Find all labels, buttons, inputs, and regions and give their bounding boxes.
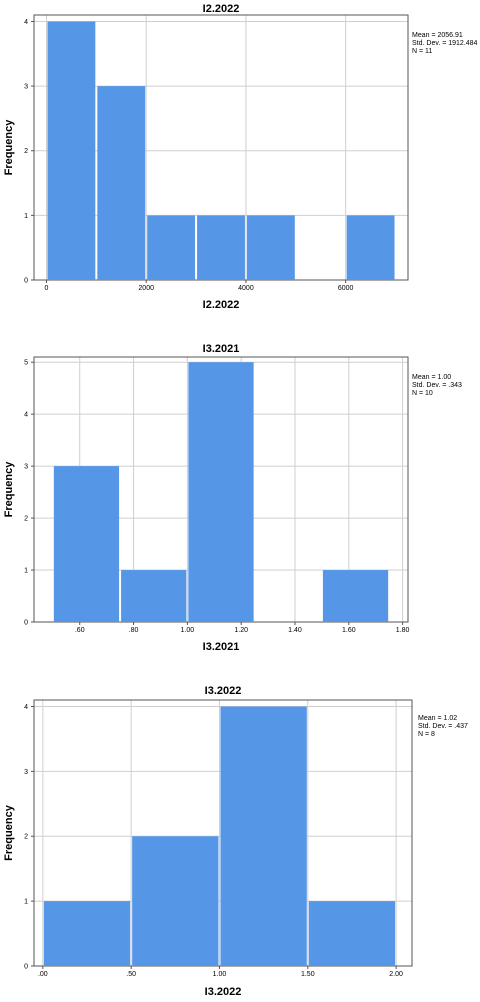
x-tick-label: .60 [75, 627, 85, 634]
x-tick-label: 6000 [338, 285, 354, 292]
histogram-bar [197, 215, 245, 280]
stats-line: Std. Dev. = .343 [412, 382, 462, 389]
y-axis-label: Frequency [3, 461, 15, 518]
y-tick-label: 5 [24, 360, 28, 367]
histogram-bar [47, 21, 96, 281]
x-tick-label: 4000 [238, 285, 254, 292]
histogram-panel-1: 0 1 2 3 4 0 2000 4000 6000 I2.2022 I2.2022 Frequenc… [3, 3, 478, 311]
histogram-bar [308, 901, 396, 966]
y-tick-label: 3 [24, 769, 28, 776]
y-tick-label: 1 [24, 899, 28, 906]
x-tick-label: .00 [38, 971, 48, 978]
x-tick-label: .50 [126, 971, 136, 978]
x-tick-label: 1.00 [213, 971, 227, 978]
x-tick-label: 1.50 [301, 971, 315, 978]
y-tick-label: 4 [24, 412, 28, 419]
histogram-bar [322, 570, 389, 622]
y-tick-label: 2 [24, 148, 28, 155]
histogram-bar [53, 466, 120, 622]
y-axis-label: Frequency [3, 119, 15, 176]
y-tick-label: 4 [24, 19, 28, 26]
histogram-bar [121, 570, 187, 622]
x-tick-label: 1.80 [396, 627, 410, 634]
x-tick-label: .80 [129, 627, 139, 634]
stats-line: Std. Dev. = 1912.484 [412, 40, 478, 47]
histogram-bar [132, 836, 219, 966]
x-tick-label: 1.40 [288, 627, 302, 634]
y-tick-label: 0 [24, 278, 28, 285]
histogram-bar [147, 215, 196, 280]
stats-line: Std. Dev. = .437 [418, 723, 468, 730]
x-axis-label: I3.2021 [203, 641, 240, 653]
x-tick-label: 2.00 [389, 971, 403, 978]
x-tick-label: 1.60 [342, 627, 356, 634]
histogram-panel-3: 0 1 2 3 4 .00 .50 1.00 1.50 2.00 I3.2022 I3.2022 Fre… [3, 685, 468, 998]
stats-line: Mean = 1.00 [412, 374, 451, 381]
x-tick-label: 1.00 [181, 627, 195, 634]
histogram-bar [97, 86, 146, 280]
y-tick-label: 2 [24, 834, 28, 841]
y-tick-label: 3 [24, 464, 28, 471]
histogram-bar [43, 901, 131, 966]
stats-line: N = 11 [412, 48, 432, 55]
stats-line: Mean = 2056.91 [412, 32, 463, 39]
chart-title: I2.2022 [203, 3, 240, 15]
stats-line: Mean = 1.02 [418, 715, 457, 722]
chart-title: I3.2022 [205, 685, 242, 697]
x-axis-label: I3.2022 [205, 986, 242, 998]
y-tick-label: 4 [24, 704, 28, 711]
x-axis-label: I2.2022 [203, 299, 240, 311]
histogram-bar [346, 215, 395, 280]
histogram-panel-2: 0 1 2 3 4 5 .60 .80 1.00 1.20 1.40 1.60 1.80 I3.2021 I… [3, 343, 462, 653]
stats-line: N = 10 [412, 390, 433, 397]
y-axis-label: Frequency [3, 804, 15, 861]
y-tick-label: 1 [24, 568, 28, 575]
x-tick-label: 0 [45, 285, 49, 292]
stats-line: N = 8 [418, 731, 435, 738]
y-tick-label: 0 [24, 964, 28, 971]
histogram-bar [188, 362, 254, 622]
y-tick-label: 3 [24, 84, 28, 91]
y-tick-label: 0 [24, 620, 28, 627]
y-tick-label: 1 [24, 213, 28, 220]
histogram-bar [220, 706, 307, 966]
y-tick-label: 2 [24, 516, 28, 523]
histogram-bar [246, 215, 295, 280]
x-tick-label: 1.20 [234, 627, 248, 634]
chart-title: I3.2021 [203, 343, 240, 355]
x-tick-label: 2000 [138, 285, 154, 292]
